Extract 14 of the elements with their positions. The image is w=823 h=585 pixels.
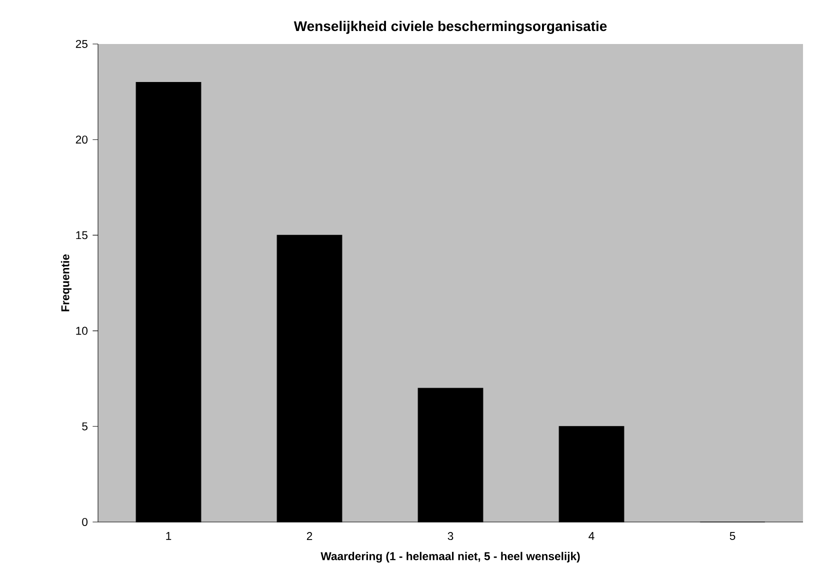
x-tick-label: 1 xyxy=(166,532,172,540)
x-tick-label: 5 xyxy=(730,532,736,540)
x-tick-label: 4 xyxy=(588,532,594,540)
y-tick-label: 10 xyxy=(76,326,88,335)
y-tick-label: 25 xyxy=(76,40,88,48)
y-axis-title: Frequentie xyxy=(60,254,72,312)
x-tick-label: 2 xyxy=(306,532,312,540)
y-tick-label: 15 xyxy=(76,231,88,240)
x-tick-label: 3 xyxy=(448,532,454,540)
y-tick-label: 0 xyxy=(82,518,88,526)
y-tick-label: 5 xyxy=(82,422,88,430)
y-tick-label: 20 xyxy=(76,136,88,144)
x-axis-title: Waardering (1 - helemaal niet, 5 - heel wenselijk) xyxy=(320,552,580,563)
chart-title: Wenselijkheid civiele beschermingsorganisatie xyxy=(294,20,607,34)
